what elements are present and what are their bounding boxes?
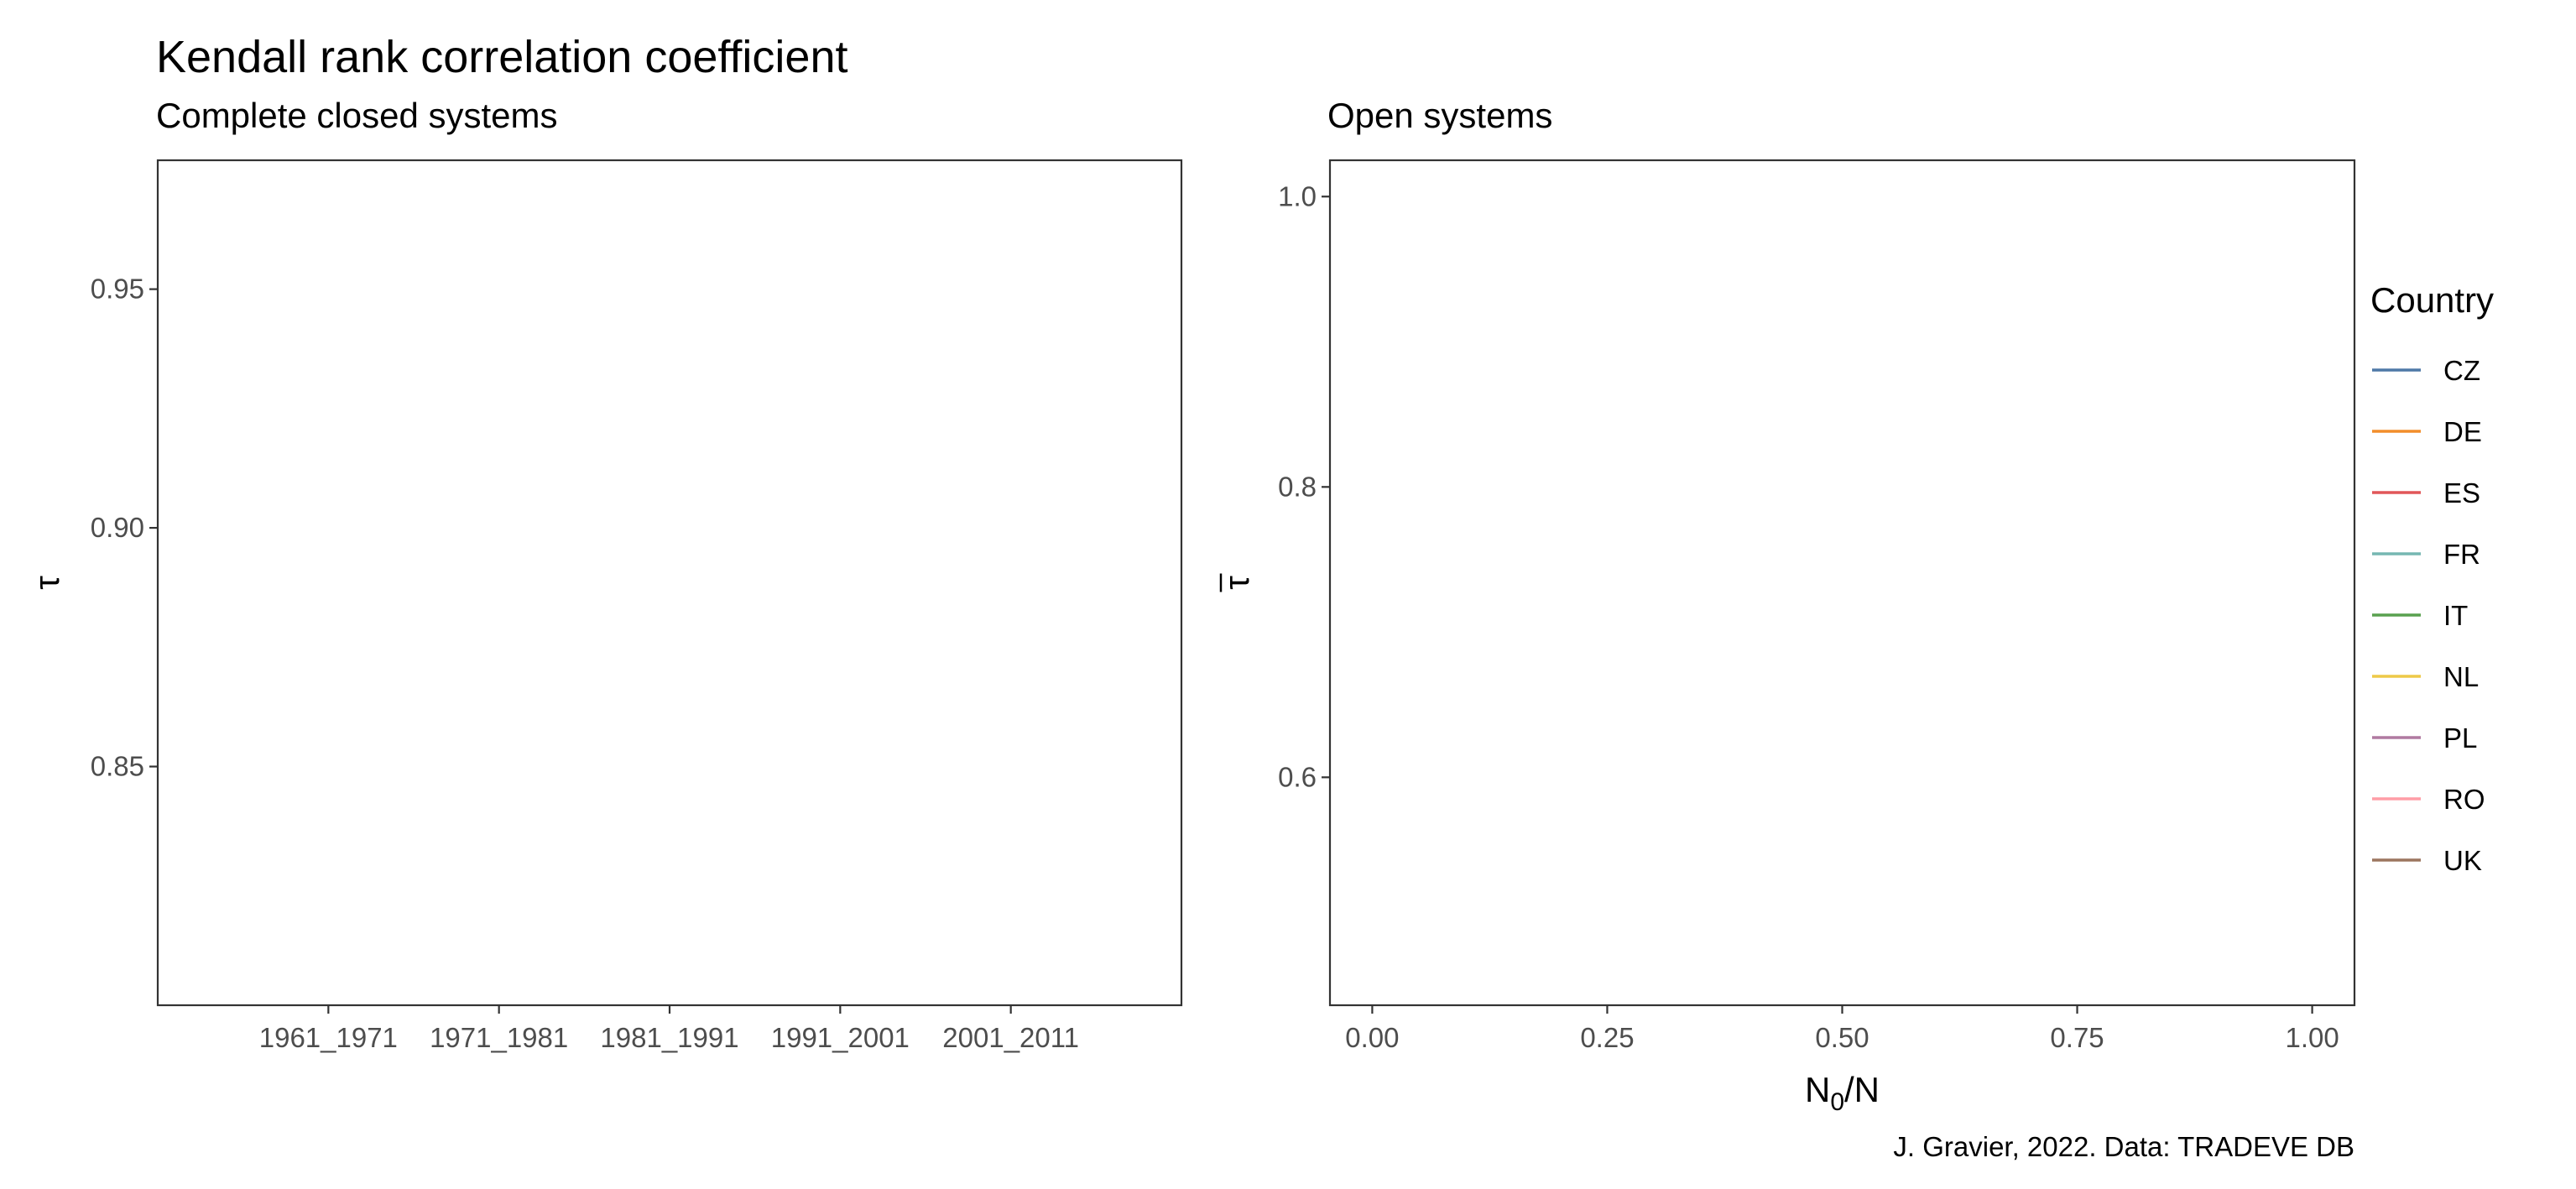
caption: J. Gravier, 2022. Data: TRADEVE DB [1893, 1131, 2354, 1162]
legend-label-es: ES [2443, 477, 2480, 508]
x-axis-title-subscript: 0 [1830, 1088, 1844, 1116]
left-y-axis-title: τ [27, 576, 66, 590]
right-y-axis-title: τ [1217, 576, 1256, 590]
right-x-tick-label: 0.00 [1345, 1022, 1399, 1053]
left-y-tick-label: 0.90 [91, 512, 144, 543]
left-x-tick-label: 1981_1991 [600, 1022, 738, 1053]
legend-label-ro: RO [2443, 784, 2485, 815]
left-x-tick-label: 2001_2011 [942, 1022, 1079, 1053]
left-y-tick-label: 0.85 [91, 751, 144, 782]
right-y-tick-label: 1.0 [1278, 180, 1317, 211]
figure-title: Kendall rank correlation coefficient [156, 32, 847, 82]
right-x-tick-label: 0.75 [2050, 1022, 2104, 1053]
right-y-tick-label: 0.8 [1278, 471, 1317, 502]
left-x-tick-label: 1961_1971 [259, 1022, 398, 1053]
right-x-tick-label: 0.50 [1815, 1022, 1869, 1053]
legend-label-pl: PL [2443, 722, 2477, 754]
right-panel: 0.6 0.8 1.0 0.00 0.25 0.50 0.75 1.00 N0/N τ [1217, 159, 2356, 1116]
left-x-tick-label: 1971_1981 [430, 1022, 568, 1053]
legend-label-fr: FR [2443, 539, 2480, 570]
legend-label-cz: CZ [2443, 355, 2480, 386]
right-x-tick-label: 0.25 [1580, 1022, 1634, 1053]
left-y-tick-label: 0.95 [91, 274, 144, 305]
right-y-tick-label: 0.6 [1278, 761, 1317, 792]
legend: Country CZ DE ES FR IT NL PL RO UK [2370, 280, 2494, 876]
x-axis-title-main: N [1805, 1070, 1830, 1109]
right-x-axis-title: N0/N [1805, 1070, 1880, 1116]
legend-label-nl: NL [2443, 661, 2479, 692]
right-panel-subtitle: Open systems [1327, 96, 1552, 135]
x-axis-title-tail: /N [1844, 1070, 1880, 1109]
legend-label-uk: UK [2443, 845, 2482, 876]
legend-label-de: DE [2443, 416, 2482, 447]
left-panel: 0.85 0.90 0.95 1961_1971 1971_1981 1981_1991 1… [27, 159, 1183, 1053]
left-x-tick-label: 1991_2001 [771, 1022, 910, 1053]
right-x-tick-label: 1.00 [2285, 1022, 2339, 1053]
legend-label-it: IT [2443, 600, 2468, 631]
legend-title: Country [2370, 280, 2494, 320]
left-panel-border [156, 159, 1183, 1007]
left-panel-subtitle: Complete closed systems [156, 96, 558, 135]
right-panel-border [1328, 159, 2356, 1007]
